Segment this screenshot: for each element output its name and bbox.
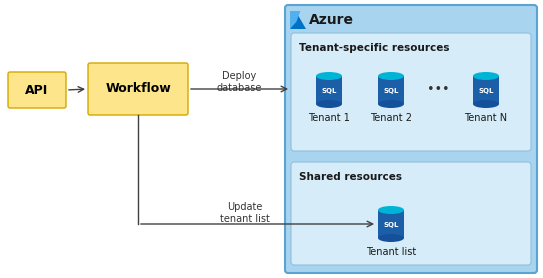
Polygon shape xyxy=(290,11,300,29)
Ellipse shape xyxy=(378,72,404,80)
FancyBboxPatch shape xyxy=(291,162,531,265)
Polygon shape xyxy=(290,11,306,29)
Text: Tenant-specific resources: Tenant-specific resources xyxy=(299,43,450,53)
FancyBboxPatch shape xyxy=(88,63,188,115)
FancyBboxPatch shape xyxy=(8,72,66,108)
Text: SQL: SQL xyxy=(478,88,494,94)
Text: SQL: SQL xyxy=(383,222,399,228)
Ellipse shape xyxy=(316,72,342,80)
Text: Deploy
database: Deploy database xyxy=(217,71,262,93)
Ellipse shape xyxy=(473,100,499,108)
Ellipse shape xyxy=(378,234,404,242)
FancyBboxPatch shape xyxy=(291,33,531,151)
Text: Workflow: Workflow xyxy=(105,83,171,96)
Text: Azure: Azure xyxy=(309,13,354,27)
Text: Shared resources: Shared resources xyxy=(299,172,402,182)
Text: Tenant 2: Tenant 2 xyxy=(370,113,412,123)
Text: Tenant list: Tenant list xyxy=(366,247,416,257)
Ellipse shape xyxy=(378,206,404,214)
Text: Tenant N: Tenant N xyxy=(464,113,508,123)
Text: Update
tenant list: Update tenant list xyxy=(219,202,269,224)
FancyBboxPatch shape xyxy=(285,5,537,273)
Text: API: API xyxy=(26,83,49,96)
Polygon shape xyxy=(378,210,404,238)
Polygon shape xyxy=(316,76,342,104)
Polygon shape xyxy=(473,76,499,104)
Ellipse shape xyxy=(378,100,404,108)
Ellipse shape xyxy=(316,100,342,108)
Text: SQL: SQL xyxy=(321,88,337,94)
Text: Tenant 1: Tenant 1 xyxy=(308,113,350,123)
Ellipse shape xyxy=(473,72,499,80)
Text: •••: ••• xyxy=(427,83,450,96)
Polygon shape xyxy=(378,76,404,104)
Text: SQL: SQL xyxy=(383,88,399,94)
